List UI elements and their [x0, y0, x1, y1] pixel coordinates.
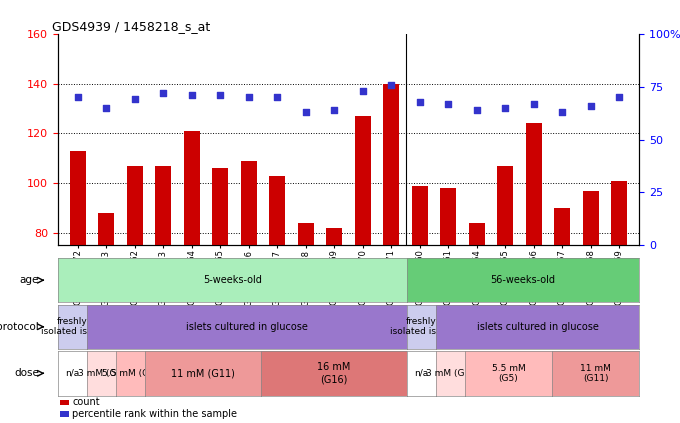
Text: 5.5 mM
(G5): 5.5 mM (G5): [492, 364, 525, 383]
Bar: [497, 166, 513, 245]
Bar: [60, 399, 69, 405]
Point: [585, 102, 596, 109]
Text: 56-weeks-old: 56-weeks-old: [490, 275, 556, 285]
Text: 5.5 mM (G5): 5.5 mM (G5): [102, 369, 158, 378]
Text: count: count: [72, 397, 100, 407]
Bar: [355, 116, 371, 245]
Bar: [60, 411, 69, 417]
Text: percentile rank within the sample: percentile rank within the sample: [72, 409, 237, 419]
Text: islets cultured in glucose: islets cultured in glucose: [477, 322, 598, 332]
Text: islets cultured in glucose: islets cultured in glucose: [186, 322, 307, 332]
Point: [158, 90, 169, 96]
Bar: [212, 168, 228, 245]
Point: [329, 107, 340, 113]
Text: age: age: [20, 275, 39, 285]
Text: freshly
isolated islets: freshly isolated islets: [41, 317, 103, 336]
Text: 11 mM (G11): 11 mM (G11): [171, 368, 235, 378]
Bar: [70, 151, 86, 245]
Text: protocol: protocol: [0, 322, 39, 332]
Bar: [241, 161, 256, 245]
Point: [129, 96, 140, 103]
Bar: [269, 176, 285, 245]
Bar: [469, 223, 485, 245]
Point: [557, 109, 568, 115]
Point: [443, 100, 454, 107]
Text: 5-weeks-old: 5-weeks-old: [203, 275, 262, 285]
Point: [614, 94, 625, 101]
Point: [101, 104, 112, 111]
Bar: [99, 213, 114, 245]
Text: n/a: n/a: [414, 369, 428, 378]
Point: [414, 98, 425, 105]
Bar: [156, 166, 171, 245]
Text: freshly
isolated islets: freshly isolated islets: [390, 317, 452, 336]
Point: [272, 94, 283, 101]
Point: [471, 107, 482, 113]
Point: [186, 92, 197, 99]
Text: n/a: n/a: [65, 369, 80, 378]
Bar: [554, 208, 570, 245]
Bar: [326, 228, 342, 245]
Text: 3 mM (G3): 3 mM (G3): [78, 369, 125, 378]
Bar: [127, 166, 143, 245]
Bar: [384, 84, 399, 245]
Text: 16 mM
(G16): 16 mM (G16): [318, 363, 351, 384]
Point: [528, 100, 539, 107]
Text: 3 mM (G3): 3 mM (G3): [426, 369, 474, 378]
Point: [500, 104, 511, 111]
Point: [357, 88, 368, 94]
Bar: [583, 191, 598, 245]
Bar: [441, 188, 456, 245]
Point: [72, 94, 83, 101]
Point: [301, 109, 311, 115]
Text: dose: dose: [14, 368, 39, 378]
Text: GDS4939 / 1458218_s_at: GDS4939 / 1458218_s_at: [52, 20, 210, 33]
Bar: [611, 181, 627, 245]
Point: [386, 81, 396, 88]
Bar: [298, 223, 313, 245]
Text: 11 mM
(G11): 11 mM (G11): [580, 364, 611, 383]
Bar: [184, 131, 200, 245]
Point: [243, 94, 254, 101]
Point: [215, 92, 226, 99]
Bar: [412, 186, 428, 245]
Bar: [526, 124, 541, 245]
